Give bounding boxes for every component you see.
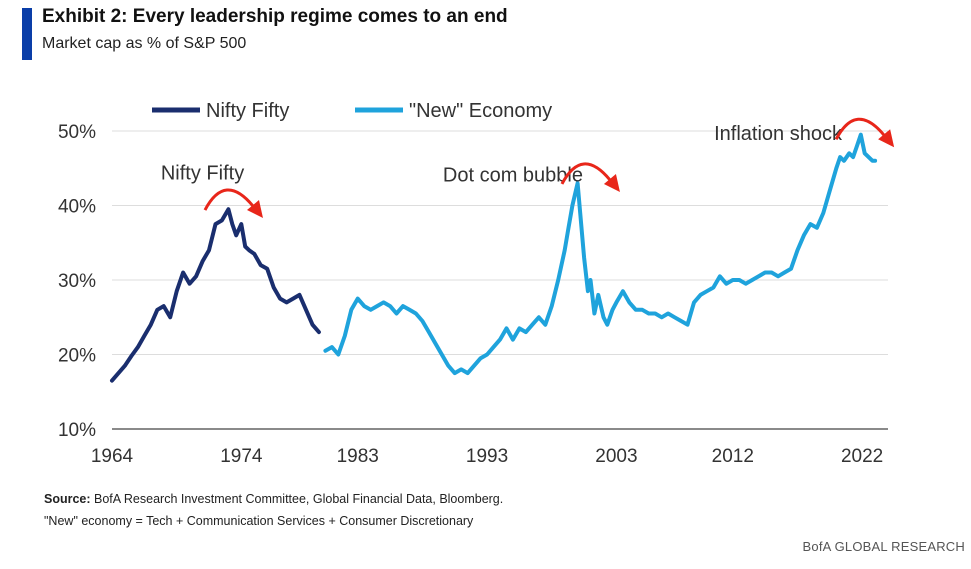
annotation-label: Inflation shock [714, 123, 843, 145]
source-text: BofA Research Investment Committee, Glob… [90, 492, 504, 506]
accent-bar [22, 8, 32, 60]
y-tick-label: 50% [58, 122, 96, 143]
peak-arrow [203, 188, 255, 211]
x-tick-label: 2012 [712, 446, 754, 467]
y-tick-label: 20% [58, 346, 96, 367]
source-line: Source: BofA Research Investment Committ… [44, 492, 503, 506]
x-tick-label: 1983 [337, 446, 379, 467]
peak-arrow-head [878, 129, 895, 148]
series-line-nifty-fifty [110, 207, 321, 383]
x-tick-label: 1993 [466, 446, 508, 467]
y-tick-label: 40% [58, 197, 96, 218]
footnote: "New" economy = Tech + Communication Ser… [44, 514, 474, 528]
source-label: Source: [44, 492, 91, 506]
grid-layer [112, 130, 888, 430]
annotation-label: Dot com bubble [443, 165, 583, 187]
x-tick-label: 1964 [91, 446, 134, 467]
peak-arrow-head [603, 173, 620, 192]
y-tick-label: 10% [58, 420, 96, 441]
exhibit-subtitle: Market cap as % of S&P 500 [42, 35, 247, 52]
y-tick-label: 30% [58, 271, 96, 292]
legend-label: "New" Economy [409, 100, 552, 122]
peak-arrow [834, 117, 886, 140]
x-tick-label: 1974 [220, 446, 263, 467]
series-line-new-economy [323, 132, 878, 376]
legend: Nifty Fifty "New" Economy [152, 100, 552, 122]
x-tick-label: 2003 [595, 446, 637, 467]
x-tick-label: 2022 [841, 446, 883, 467]
peak-arrow-head [246, 200, 263, 219]
brand-label: BofA GLOBAL RESEARCH [802, 539, 965, 554]
peak-arrow [560, 162, 612, 185]
annotation-label: Nifty Fifty [161, 162, 244, 184]
axis-layer: 10% 20% 30% 40% 50% 1964 1974 1983 1993 2003 2012 2… [58, 122, 883, 467]
annotation-layer: Nifty Fifty Dot com bubble Inflation shock [161, 117, 895, 219]
series-layer [110, 132, 878, 383]
exhibit-title: Exhibit 2: Every leadership regime comes… [42, 6, 508, 27]
legend-label: Nifty Fifty [206, 100, 289, 122]
